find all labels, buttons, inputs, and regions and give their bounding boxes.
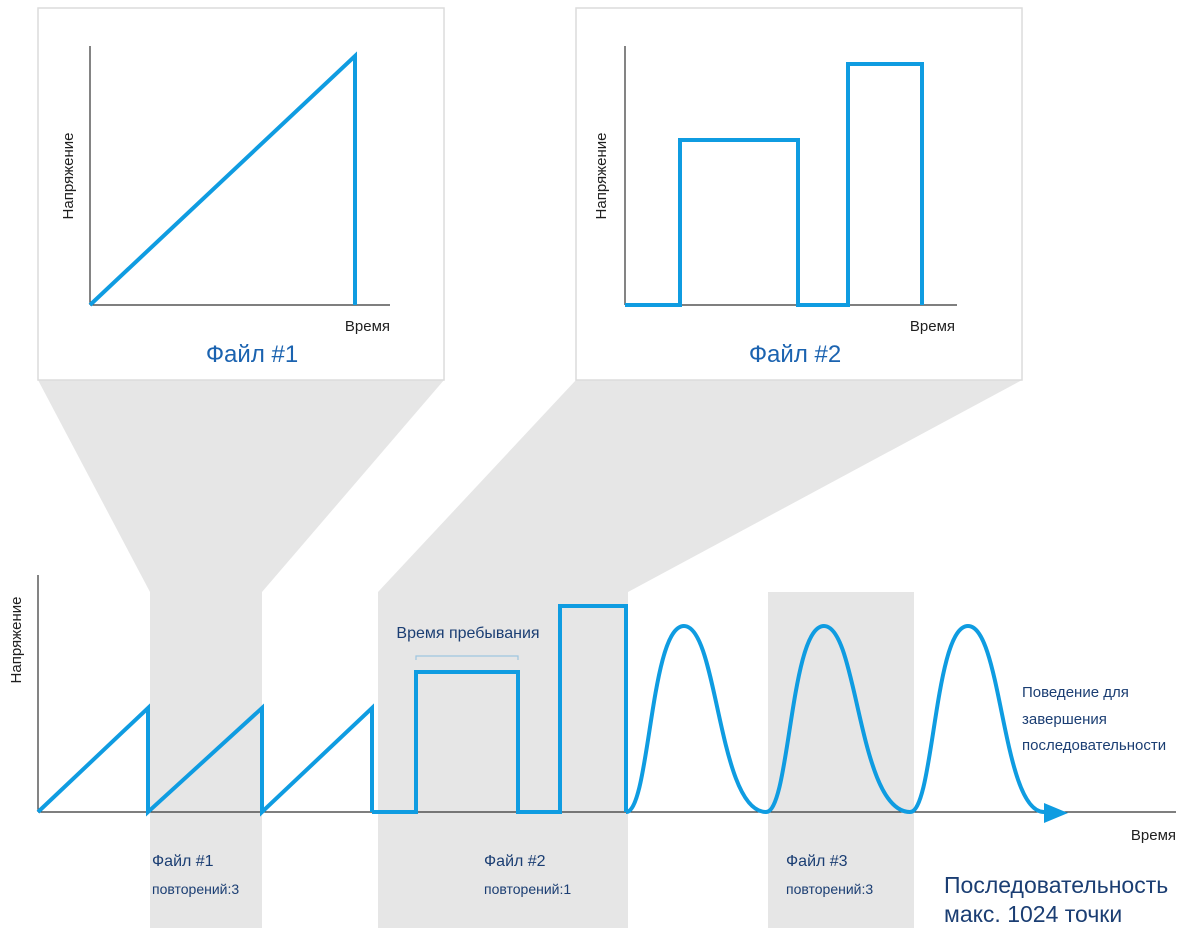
sequence-note-line-2: макс. 1024 точки <box>944 901 1122 927</box>
segment-repeat-count: повторений:3 <box>152 881 239 897</box>
sequence-ylabel: Напряжение <box>8 597 25 684</box>
dwell-time-bracket <box>415 655 519 660</box>
panel-file2-ylabel: Напряжение <box>593 133 610 220</box>
panel-file1-caption: Файл #1 <box>206 341 298 368</box>
segment-label-file2: Файл #2 повторений:1 <box>484 853 571 897</box>
panel-file1: Напряжение Время Файл #1 <box>37 7 445 381</box>
segment-label-file1: Файл #1 повторений:3 <box>152 853 239 897</box>
end-behavior-line-2: завершения <box>1022 711 1107 728</box>
sequence-end-arrow <box>1044 803 1068 823</box>
segment-highlight-file2 <box>378 592 628 928</box>
segment-file-name: Файл #1 <box>152 853 214 870</box>
end-behavior-line-3: последовательности <box>1022 737 1166 754</box>
zoom-funnel-file2 <box>378 380 1022 592</box>
sequence-step-waveform <box>372 604 628 814</box>
panel-file1-ramp-waveform <box>88 51 357 307</box>
dwell-time-label: Время пребывания <box>396 625 539 642</box>
sequence-note: Последовательность макс. 1024 точки <box>944 872 1168 927</box>
panel-file2-caption: Файл #2 <box>749 341 841 368</box>
zoom-funnel-file1 <box>38 380 444 592</box>
sequence-ramp-waveform <box>36 703 374 817</box>
panel-file1-xlabel: Время <box>345 318 390 335</box>
sequence-xlabel: Время <box>1131 827 1176 844</box>
panel-file1-frame <box>37 7 445 381</box>
end-behavior-annotation: Поведение для завершения последовательно… <box>1022 684 1166 754</box>
panel-file2-xlabel: Время <box>910 318 955 335</box>
segment-repeat-count: повторений:3 <box>786 881 873 897</box>
segment-file-name: Файл #2 <box>484 853 546 870</box>
sequence-pulse-waveform <box>625 623 1045 815</box>
segment-repeat-count: повторений:1 <box>484 881 571 897</box>
sequence-note-line-1: Последовательность <box>944 872 1168 898</box>
segment-file-name: Файл #3 <box>786 853 848 870</box>
segment-label-file3: Файл #3 повторений:3 <box>786 853 873 897</box>
sequence-plot: Время пребывания Напряжение Время Поведе… <box>8 575 1176 844</box>
panel-file2: Напряжение Время Файл #2 <box>575 7 1023 381</box>
panel-file2-step-waveform <box>625 62 924 307</box>
panel-file1-ylabel: Напряжение <box>60 133 77 220</box>
end-behavior-line-1: Поведение для <box>1022 684 1129 701</box>
